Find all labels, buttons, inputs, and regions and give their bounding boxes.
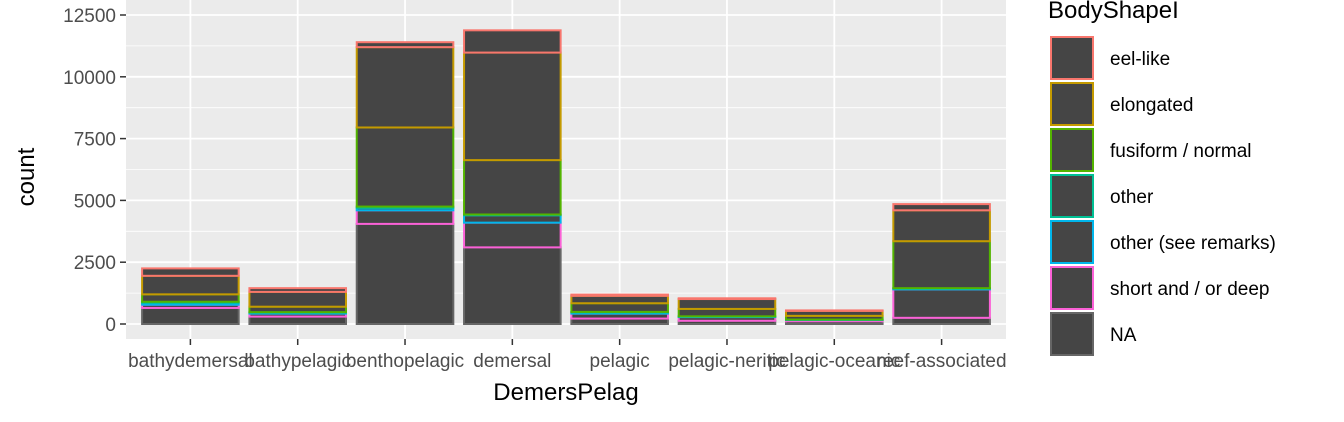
bar-segment — [141, 293, 240, 303]
legend-key — [1050, 82, 1094, 126]
x-tick-label: bathypelagic — [244, 351, 351, 372]
bar-segment — [892, 203, 991, 212]
bar-segment — [463, 159, 562, 216]
bar-segment — [570, 294, 669, 305]
bar-segment — [141, 306, 240, 326]
bar-segment — [248, 315, 347, 326]
y-axis: 0 2500 5000 7500 10000 12500 — [63, 6, 126, 336]
bar-segment — [463, 246, 562, 325]
bars — [141, 29, 991, 326]
bar-segment — [248, 290, 347, 308]
bar-segment — [141, 267, 240, 277]
legend-label: fusiform / normal — [1110, 141, 1251, 162]
y-tick-label: 7500 — [74, 130, 116, 151]
bar-segment — [892, 288, 991, 319]
legend-key — [1050, 220, 1094, 264]
x-tick-label: reef-associated — [877, 351, 1007, 372]
bar-segment — [463, 214, 562, 224]
y-tick-label: 0 — [105, 315, 116, 336]
y-tick-label: 2500 — [74, 253, 116, 274]
x-tick-label: pelagic-oceanic — [768, 351, 900, 372]
legend-label: other — [1110, 187, 1154, 208]
bar-segment — [570, 302, 669, 313]
bar-segment — [463, 221, 562, 249]
bar-segment — [355, 41, 455, 49]
legend-key — [1050, 312, 1094, 356]
legend-label: other (see remarks) — [1110, 233, 1276, 254]
legend-key — [1050, 174, 1094, 218]
legend-key — [1050, 128, 1094, 172]
x-tick-label: benthopelagic — [346, 351, 464, 372]
bar-segment — [141, 274, 240, 296]
bar-segment — [355, 126, 455, 208]
x-tick-label: bathydemersal — [128, 351, 253, 372]
bar-segment — [570, 293, 669, 297]
bar-segment — [248, 287, 347, 293]
legend: BodyShapeI eel-like elongated fusiform / n… — [1048, 0, 1276, 356]
legend-label: elongated — [1110, 95, 1193, 116]
bar-segment — [677, 298, 777, 310]
y-tick-label: 12500 — [63, 6, 116, 27]
legend-title: BodyShapeI — [1048, 0, 1179, 24]
bar-segment — [355, 222, 455, 325]
bar-segment — [892, 209, 991, 243]
x-axis-title: DemersPelag — [493, 379, 638, 406]
bar-segment — [463, 51, 562, 162]
bar-segment — [355, 46, 455, 129]
legend-label: eel-like — [1110, 49, 1170, 70]
legend-key — [1050, 36, 1094, 80]
y-tick-label: 10000 — [63, 68, 116, 89]
legend-label: NA — [1110, 325, 1137, 346]
x-tick-label: demersal — [473, 351, 551, 372]
bar-segment — [892, 240, 991, 290]
bar-segment — [677, 307, 777, 318]
bar-segment — [463, 29, 562, 54]
y-axis-title: count — [13, 147, 40, 206]
x-tick-label: pelagic — [590, 351, 650, 372]
legend-label: short and / or deep — [1110, 279, 1270, 300]
bar-segment — [677, 297, 777, 301]
x-tick-label: pelagic-neritic — [668, 351, 785, 372]
bar-segment — [355, 209, 455, 225]
legend-key — [1050, 266, 1094, 310]
y-tick-label: 5000 — [74, 191, 116, 212]
